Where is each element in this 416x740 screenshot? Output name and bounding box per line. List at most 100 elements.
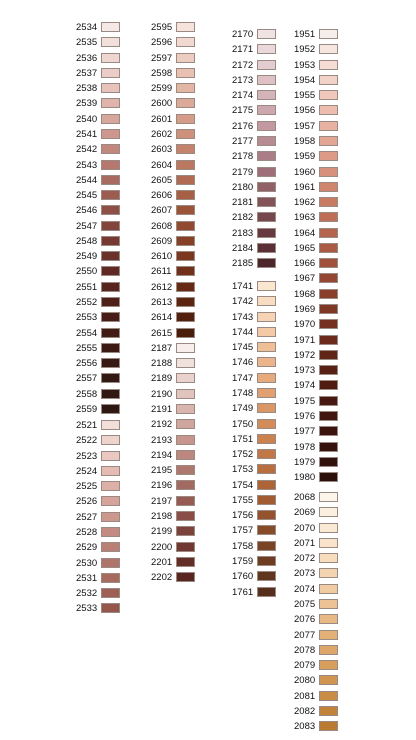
color-code: 2554 — [76, 327, 98, 339]
color-chip — [257, 59, 276, 70]
color-code: 1747 — [232, 372, 254, 384]
color-code: 2522 — [76, 435, 98, 447]
color-code: 2179 — [232, 166, 254, 178]
color-code: 2558 — [76, 388, 98, 400]
color-code: 1980 — [294, 472, 316, 484]
color-code: 2595 — [151, 22, 173, 33]
color-chip — [319, 242, 338, 253]
color-chip — [101, 404, 120, 414]
color-chip — [319, 212, 338, 223]
color-code: 2199 — [151, 526, 173, 538]
color-chip — [176, 266, 195, 277]
color-code: 1966 — [294, 258, 316, 270]
color-chip — [176, 174, 195, 185]
color-chip — [319, 349, 338, 360]
color-chip — [257, 44, 276, 55]
color-code: 1754 — [232, 479, 254, 491]
color-chip — [101, 220, 120, 231]
color-chip — [101, 373, 120, 384]
color-code: 1957 — [294, 120, 316, 132]
color-chip — [101, 159, 120, 170]
color-chip — [319, 522, 338, 533]
color-code: 1956 — [294, 105, 316, 117]
color-code: 2185 — [232, 258, 254, 270]
color-code: 1954 — [294, 74, 316, 86]
color-chip — [101, 281, 120, 292]
color-chip — [101, 190, 120, 201]
color-code: 1742 — [232, 296, 254, 308]
color-chip — [319, 629, 338, 640]
color-code: 2071 — [294, 537, 316, 549]
color-chip — [257, 242, 276, 253]
color-chip — [257, 166, 276, 177]
color-chip — [319, 537, 338, 548]
color-code: 2524 — [76, 465, 98, 477]
color-code: 2557 — [76, 373, 98, 385]
color-chip — [101, 312, 120, 323]
color-chip — [101, 342, 120, 353]
color-code: 2545 — [76, 190, 98, 202]
color-chip — [257, 479, 276, 490]
color-chip — [101, 67, 120, 78]
color-code: 2598 — [151, 67, 173, 79]
color-chip — [101, 128, 120, 139]
color-chip — [257, 29, 276, 39]
color-code: 2599 — [151, 83, 173, 95]
color-code: 1760 — [232, 571, 254, 583]
color-code: 1972 — [294, 349, 316, 361]
color-chip — [257, 212, 276, 223]
color-chip — [257, 464, 276, 475]
color-chip — [101, 98, 120, 109]
color-code: 2537 — [76, 67, 98, 79]
color-code: 2606 — [151, 190, 173, 202]
color-chip — [319, 44, 338, 55]
color-code: 2196 — [151, 480, 173, 492]
color-code: 2073 — [294, 568, 316, 580]
color-chip — [176, 190, 195, 201]
color-code: 1960 — [294, 166, 316, 178]
color-code: 2549 — [76, 251, 98, 263]
color-code: 2608 — [151, 220, 173, 232]
color-chip — [176, 52, 195, 63]
color-chip — [319, 644, 338, 655]
color-code: 1955 — [294, 90, 316, 102]
color-code: 1978 — [294, 441, 316, 453]
color-code: 2523 — [76, 450, 98, 462]
color-chip — [101, 174, 120, 185]
color-code: 1750 — [232, 418, 254, 430]
color-chip — [257, 326, 276, 337]
color-chip — [319, 456, 338, 467]
color-code: 2191 — [151, 404, 173, 415]
color-code: 2614 — [151, 312, 173, 324]
color-chip — [176, 113, 195, 124]
color-chip — [319, 426, 338, 437]
color-chip — [101, 235, 120, 246]
color-chip — [319, 660, 338, 671]
color-chip — [257, 387, 276, 398]
color-code: 2175 — [232, 105, 254, 117]
color-chip — [176, 358, 195, 369]
color-chip — [176, 495, 195, 506]
color-code: 1958 — [294, 135, 316, 147]
color-chip — [319, 395, 338, 406]
color-code: 1975 — [294, 395, 316, 407]
color-chip — [176, 449, 195, 460]
color-chip — [101, 420, 120, 430]
color-chip — [101, 251, 120, 262]
color-chip — [101, 557, 120, 568]
color-code: 2077 — [294, 629, 316, 641]
color-chip — [257, 296, 276, 307]
color-chip — [176, 465, 195, 476]
color-chip — [319, 29, 338, 39]
color-code: 2178 — [232, 151, 254, 163]
color-chip — [319, 90, 338, 101]
color-chip — [319, 334, 338, 345]
color-chip — [176, 480, 195, 491]
color-chip — [319, 151, 338, 162]
color-chip — [319, 568, 338, 579]
color-chip — [319, 304, 338, 315]
color-chip — [257, 586, 276, 597]
color-code: 1758 — [232, 540, 254, 552]
color-code: 2187 — [151, 342, 173, 354]
color-chip — [319, 598, 338, 609]
